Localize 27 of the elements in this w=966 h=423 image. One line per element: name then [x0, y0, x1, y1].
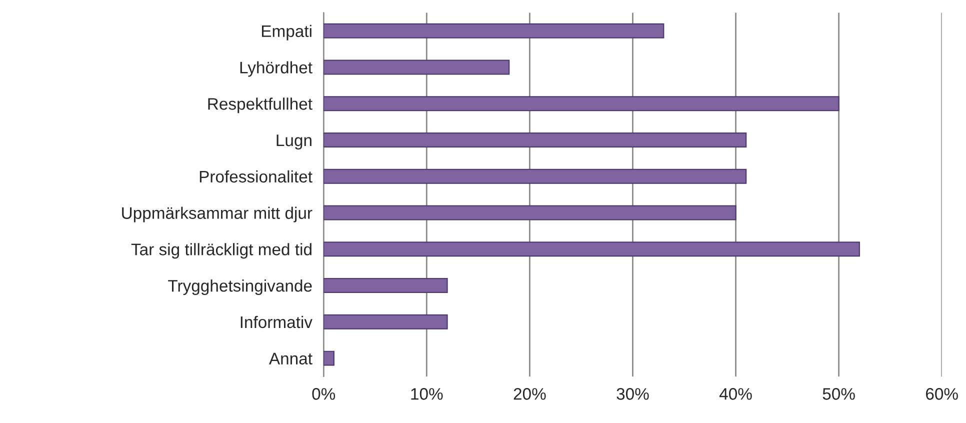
y-tick-label: Annat [268, 352, 312, 364]
y-tick-label: Lugn [276, 134, 312, 150]
bar [324, 350, 334, 366]
bar [324, 96, 840, 112]
y-tick-label: Professionalitet [200, 170, 312, 183]
bar [324, 205, 736, 220]
x-tick-label: 40% [719, 388, 752, 400]
x-tick-label: 20% [514, 388, 546, 400]
x-tick-label: 30% [616, 388, 649, 400]
x-tick-label: 60% [926, 388, 958, 400]
bar [324, 132, 747, 148]
bar [324, 60, 510, 75]
y-tick-label: Lyhördhet [240, 61, 312, 77]
bar [324, 242, 860, 257]
bar [324, 314, 448, 330]
y-tick-label: Uppmärksammar mitt djur [122, 206, 312, 222]
bar [324, 278, 448, 293]
y-tick-label: Tar sig tillräckligt med tid [131, 243, 312, 259]
y-tick-label: Informativ [240, 316, 312, 328]
x-tick-label: 10% [411, 388, 443, 400]
bar [324, 23, 664, 38]
y-tick-label: Trygghetsingivande [168, 279, 312, 296]
y-tick-label: Respektfullhet [208, 98, 312, 114]
x-tick-label: 0% [312, 388, 336, 400]
bar [324, 168, 747, 184]
y-tick-label: Empati [262, 24, 312, 40]
x-tick-label: 50% [822, 388, 855, 400]
